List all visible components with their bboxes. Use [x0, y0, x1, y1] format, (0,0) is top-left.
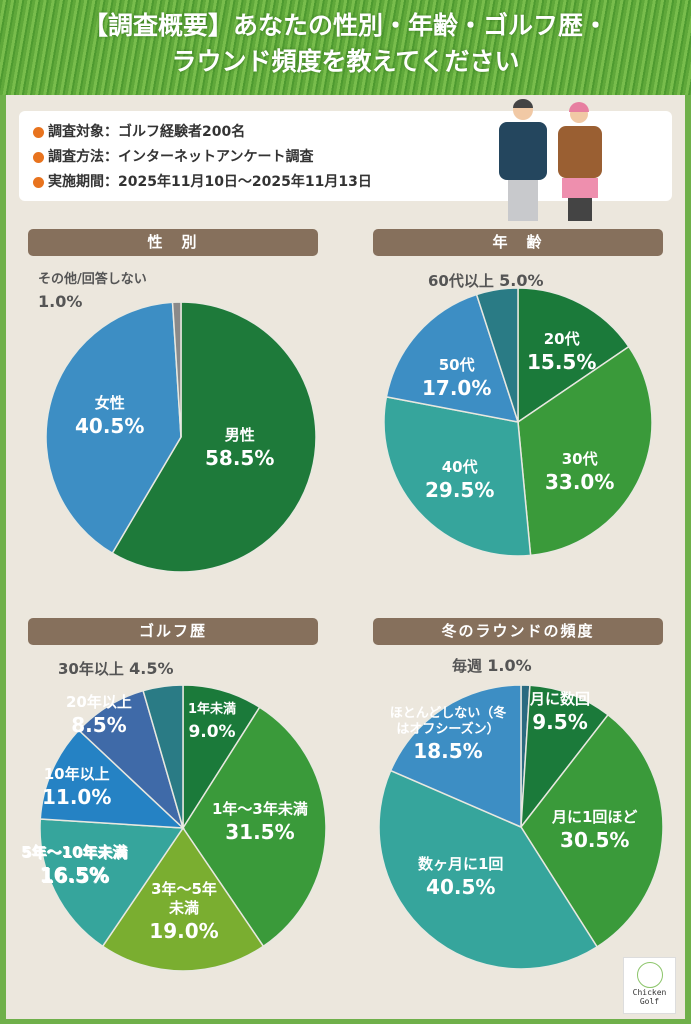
bullet-icon: [33, 177, 44, 188]
bullet-icon: [33, 127, 44, 138]
pie-slice-2-4: [385, 293, 520, 423]
logo-text: Golf: [639, 997, 660, 1006]
data-label-30y-plus: 30年以上 4.5%: [58, 659, 174, 678]
pie-slice-2-1: [517, 287, 630, 424]
pie-slice-3-4: [39, 818, 185, 948]
pie-slice-1-1: [111, 301, 317, 573]
pie-slice-3-2: [182, 706, 327, 948]
pie-slice-3-3: [101, 826, 265, 972]
logo-emblem-icon: [637, 962, 663, 988]
info-text: 実施期間：2025年11月10日〜2025年11月13日: [48, 174, 372, 190]
title-line-1: 【調査概要】あなたの性別・年齢・ゴルフ歴・: [82, 11, 608, 40]
data-label-50s: 50代 17.0%: [422, 356, 492, 400]
pie-slice-2-2: [517, 345, 653, 557]
pie-slice-3-5: [39, 729, 186, 829]
bullet-icon: [33, 152, 44, 163]
pie-slice-4-2: [520, 684, 610, 830]
pie-slice-1-3: [171, 301, 182, 438]
golfer-couple-illustration: [499, 99, 602, 221]
data-label-10y-plus: 10年以上 11.0%: [42, 765, 112, 809]
info-target: 調査対象：ゴルフ経験者200名: [33, 120, 672, 145]
chicken-golf-logo: Chicken Golf: [623, 957, 676, 1014]
grass-header: [0, 0, 691, 95]
section-title-age: 年 齢: [373, 229, 663, 256]
pie-slice-4-5: [389, 684, 522, 829]
pie-slice-2-5: [475, 287, 519, 423]
info-method: 調査方法：インターネットアンケート調査: [33, 145, 672, 170]
info-period: 実施期間：2025年11月10日〜2025年11月13日: [33, 170, 672, 195]
pie-slice-3-7: [142, 684, 184, 829]
data-label-once-month: 月に1回ほど 30.5%: [552, 808, 638, 852]
data-label-20s: 20代 15.5%: [527, 330, 597, 374]
page-title: 【調査概要】あなたの性別・年齢・ゴルフ歴・ ラウンド頻度を教えてください: [0, 8, 691, 80]
logo-text: Chicken: [632, 988, 667, 997]
section-title-gender: 性 別: [28, 229, 318, 256]
data-label-1-3y: 1年〜3年未満 31.5%: [212, 800, 308, 844]
data-label-5-10y: 5年〜10年未満 16.5%: [22, 844, 129, 888]
data-label-under-1y: 1年未満 9.0%: [188, 702, 237, 742]
data-label-rarely: ほとんどしない（冬はオフシーズン） 18.5%: [389, 706, 507, 763]
pie-slice-1-2: [45, 301, 182, 555]
section-title-golf-history: ゴルフ歴: [28, 618, 318, 645]
info-text: 調査対象：ゴルフ経験者200名: [48, 124, 246, 140]
pie-slice-4-3: [520, 713, 664, 948]
data-label-every-few-months: 数ヶ月に1回 40.5%: [418, 855, 504, 899]
data-label-3-5y: 3年〜5年未満 19.0%: [149, 880, 219, 943]
section-title-winter-frequency: 冬のラウンドの頻度: [373, 618, 663, 645]
info-text: 調査方法：インターネットアンケート調査: [48, 149, 314, 165]
data-label-weekly: 毎週 1.0%: [452, 656, 532, 675]
pie-slice-4-4: [378, 769, 599, 970]
data-label-30s: 30代 33.0%: [545, 450, 615, 494]
data-label-female: 女性 40.5%: [75, 394, 145, 438]
data-label-40s: 40代 29.5%: [425, 458, 495, 502]
pie-slice-3-1: [182, 684, 261, 831]
data-label-male: 男性 58.5%: [205, 426, 275, 470]
title-line-2: ラウンド頻度を教えてください: [171, 47, 520, 76]
data-label-other: その他/回答しない 1.0%: [38, 272, 147, 311]
data-label-20y-plus: 20年以上 8.5%: [66, 693, 132, 737]
pie-slice-2-3: [383, 396, 532, 557]
data-label-few-times-month: 月に数回 9.5%: [530, 690, 591, 734]
data-label-60s-plus: 60代以上 5.0%: [428, 271, 544, 290]
